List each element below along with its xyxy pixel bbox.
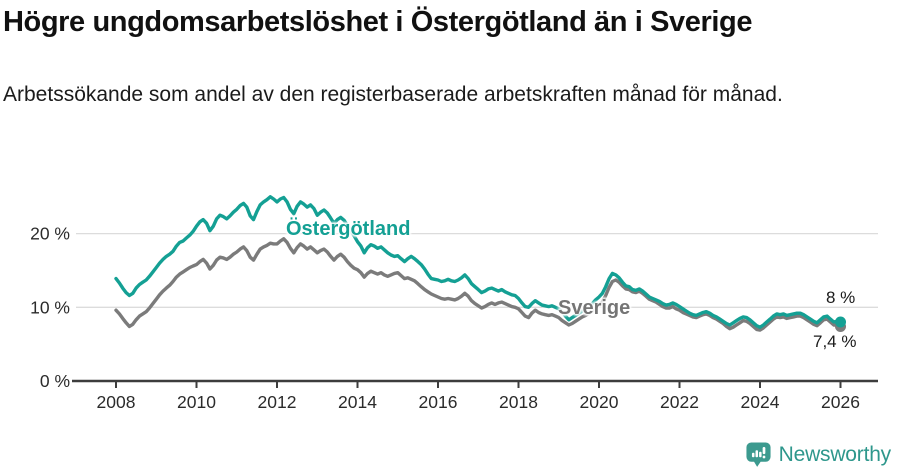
series-label-ostergotland: Östergötland	[286, 218, 411, 240]
series-line-sverige	[114, 237, 843, 332]
end-value-label-ostergotland: 8 %	[826, 288, 856, 307]
end-dot-ostergotland	[835, 316, 846, 328]
x-axis-label: 2016	[419, 392, 458, 412]
x-axis-label: 2020	[580, 392, 619, 412]
page-title: Högre ungdomsarbetslöshet i Östergötland…	[3, 6, 753, 38]
y-axis-label: 0 %	[40, 371, 70, 391]
x-axis-label: 2018	[499, 392, 538, 412]
series-label-sverige: Sverige	[558, 297, 631, 319]
x-axis-label: 2024	[741, 392, 780, 412]
newsworthy-logo: Newsworthy	[745, 441, 891, 468]
end-value-label-sverige: 7,4 %	[813, 332, 857, 351]
x-axis-label: 2026	[821, 392, 860, 412]
chart-bubble-icon	[746, 442, 771, 467]
x-axis-label: 2008	[97, 392, 136, 412]
x-axis-label: 2022	[660, 392, 699, 412]
x-axis-label: 2012	[258, 392, 297, 412]
x-axis-label: 2014	[338, 392, 377, 412]
chart-subtitle: Arbetssökande som andel av den registerb…	[3, 83, 783, 106]
series-line-ostergotland	[114, 195, 843, 329]
y-axis-label: 20 %	[30, 224, 70, 244]
x-axis-label: 2010	[177, 392, 216, 412]
y-axis-label: 10 %	[30, 297, 70, 317]
newsworthy-wordmark: Newsworthy	[778, 442, 892, 466]
